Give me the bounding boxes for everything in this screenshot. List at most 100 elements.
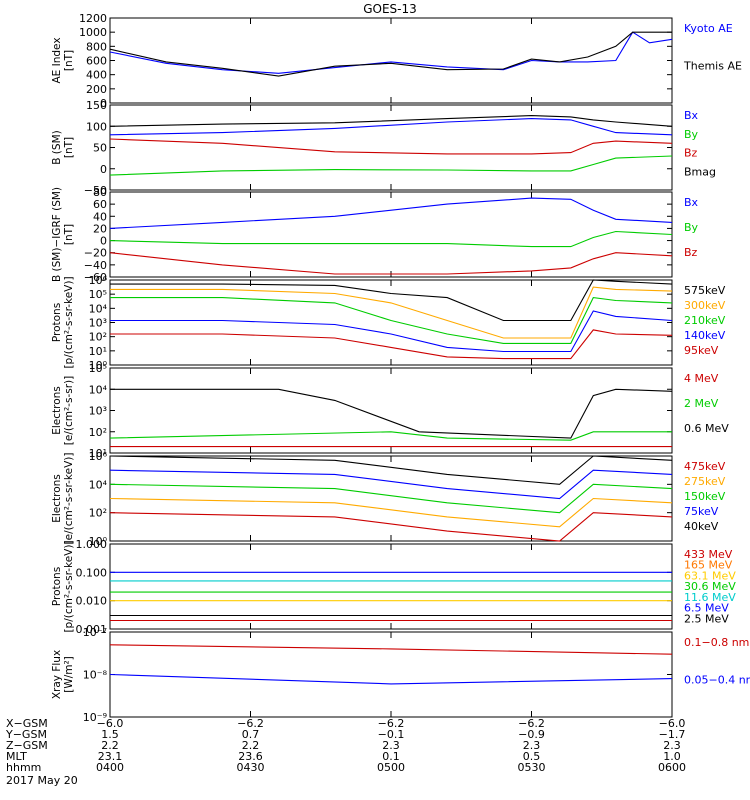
- y-tick-label: 40: [93, 210, 107, 223]
- series-line-0: [109, 118, 673, 136]
- footer-row-value: 23.1: [98, 750, 123, 763]
- y-axis-label: Protons[p/(cm²-s-sr-keV)]: [51, 540, 75, 632]
- y-tick-label: 10⁶: [89, 274, 108, 287]
- y-tick-label: 0: [100, 235, 107, 248]
- y-tick-label: −60: [84, 271, 107, 284]
- series-line-0: [109, 512, 673, 542]
- footer-row-value: 2.2: [101, 739, 119, 752]
- legend-entry: 475keV: [684, 460, 726, 473]
- y-axis-label-line: [nT]: [63, 224, 75, 245]
- y-axis-label-line: B (SM): [51, 130, 63, 164]
- legend-entry: 140keV: [684, 329, 726, 342]
- legend-entry: 0.05−0.4 nm: [684, 674, 750, 687]
- series-line-2: [109, 138, 673, 155]
- legend-entry: 0.1−0.8 nm: [684, 636, 749, 649]
- series-line-1: [109, 155, 673, 176]
- footer-row-value: −6.2: [237, 717, 264, 730]
- footer-row-label: MLT: [6, 750, 27, 763]
- y-tick-label: 10⁵: [89, 362, 107, 375]
- y-axis-label: Electrons[e/(cm²-s-sr-keV)]: [51, 453, 75, 545]
- panel-frame: [109, 191, 673, 278]
- y-tick-label: 80: [93, 186, 107, 199]
- legend-entry: 210keV: [684, 314, 726, 327]
- y-tick-label: 60: [93, 198, 107, 211]
- footer-row-value: 2.3: [663, 739, 681, 752]
- footer-row-label: X−GSM: [6, 717, 48, 730]
- y-tick-label: 800: [86, 40, 107, 53]
- footer-row-value: −6.0: [659, 717, 686, 730]
- y-tick-label: −50: [84, 184, 107, 197]
- legend-entry: Bmag: [684, 165, 716, 178]
- legend-entry: Bx: [684, 109, 699, 122]
- y-axis-label: Electrons[e/(cm²-s-sr)]: [51, 376, 75, 445]
- series-line-4: [109, 455, 673, 485]
- series-line-1: [109, 497, 673, 528]
- y-tick-label: 1200: [79, 12, 107, 25]
- legend-entry: 6.5 MeV: [684, 602, 729, 615]
- panel-bsm: −50 0 50 100 150 B (SM)[nT] Bx By Bz Bmag: [51, 99, 716, 197]
- y-tick-label: 0.100: [76, 566, 108, 579]
- y-axis-label-line: AE Index: [51, 37, 63, 83]
- y-axis-label-line: [e/(cm²-s-sr)]: [63, 376, 75, 445]
- footer-row-value: 0400: [96, 761, 124, 774]
- y-tick-label: 200: [86, 83, 107, 96]
- panel-electrons_kev: 10⁰ 10² 10⁴ 10⁶ Electrons[e/(cm²-s-sr-keV)] 4…: [51, 450, 726, 548]
- y-tick-label: 10¹: [89, 345, 107, 358]
- y-tick-label: 10⁻⁷: [83, 626, 107, 639]
- legend-entry: 2.5 MeV: [684, 612, 729, 625]
- legend-entry: By: [684, 221, 699, 234]
- footer-row-value: −6.0: [97, 717, 124, 730]
- series-line-4: [110, 329, 673, 360]
- y-tick-label: 10²: [89, 426, 107, 439]
- y-tick-label: 50: [93, 142, 107, 155]
- y-axis-label-line: [e/(cm²-s-sr-keV)]: [63, 453, 75, 545]
- panel-frame: [109, 279, 673, 366]
- footer-row-value: −0.1: [378, 728, 405, 741]
- y-axis-label-line: B (SM)−IGRF (SM): [51, 187, 63, 282]
- y-tick-label: 10²: [89, 507, 107, 520]
- y-tick-label: 20: [93, 222, 107, 235]
- legend-entry: 575keV: [684, 284, 726, 297]
- series-line-0: [110, 279, 673, 322]
- footer-row-value: 1.5: [101, 728, 119, 741]
- legend-entry: 150keV: [684, 490, 726, 503]
- panel-frame: [109, 104, 673, 191]
- footer-row-value: 0.5: [523, 750, 541, 763]
- y-tick-label: 10⁴: [89, 383, 108, 396]
- series-line-2: [109, 252, 673, 275]
- y-tick-label: 10⁻⁹: [83, 711, 107, 724]
- series-line-3: [110, 310, 673, 353]
- legend-entry: Bz: [684, 246, 698, 259]
- y-tick-label: 150: [86, 99, 107, 112]
- legend-entry: 0.6 MeV: [684, 422, 729, 435]
- y-axis-label-line: Electrons: [51, 474, 63, 523]
- panel-protons_high: 0.0010.0100.1001.000Protons[p/(cm²-s-sr-…: [51, 538, 736, 636]
- footer-row-label: hhmm: [6, 761, 41, 774]
- series-line-2: [110, 388, 673, 439]
- footer-row-value: −6.2: [378, 717, 405, 730]
- series-line-2: [109, 483, 673, 514]
- y-tick-label: 10⁴: [89, 302, 108, 315]
- legend-entry: 300keV: [684, 299, 726, 312]
- series-line-1: [109, 673, 673, 685]
- footer-row-value: 0.1: [382, 750, 400, 763]
- footer-row-label: Y−GSM: [5, 728, 47, 741]
- legend-entry: By: [684, 128, 699, 141]
- y-tick-label: 600: [86, 55, 107, 68]
- y-tick-label: 10⁴: [89, 478, 108, 491]
- y-tick-label: 10³: [89, 405, 107, 418]
- y-tick-label: 10⁶: [89, 450, 108, 463]
- panel-frame: [109, 631, 673, 718]
- legend-entry: 11.6 MeV: [684, 591, 736, 604]
- y-tick-label: 10¹: [89, 447, 107, 460]
- y-axis-label-line: [p/(cm²-s-sr-keV)]: [63, 540, 75, 632]
- y-tick-label: 10²: [89, 331, 107, 344]
- footer-row-value: 0530: [518, 761, 546, 774]
- y-axis-label: AE Index[nT]: [51, 37, 75, 83]
- legend-entry: 30.6 MeV: [684, 580, 736, 593]
- legend-entry: Bz: [684, 147, 698, 160]
